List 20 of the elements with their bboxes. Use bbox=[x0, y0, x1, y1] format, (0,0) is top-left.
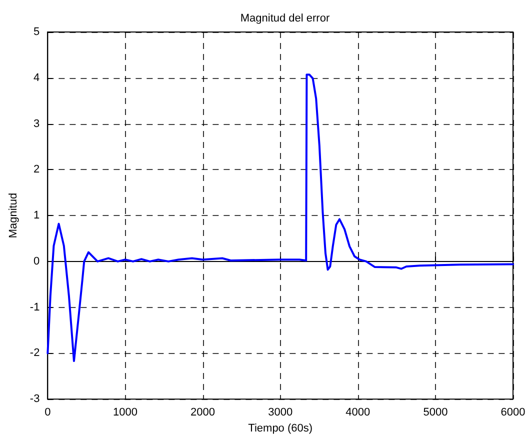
y-tick-label: -3 bbox=[30, 393, 40, 406]
y-tick-label: -2 bbox=[30, 347, 40, 360]
x-tick-label: 2000 bbox=[190, 406, 216, 419]
x-tick-label: 5000 bbox=[423, 406, 448, 419]
y-tick-label: 1 bbox=[34, 210, 40, 222]
x-tick-label: 1000 bbox=[112, 406, 138, 419]
line-series bbox=[46, 74, 514, 362]
y-tick-label: 5 bbox=[34, 26, 40, 38]
y-tick-label: 0 bbox=[34, 255, 40, 268]
y-axis-title: Magnitud bbox=[8, 192, 20, 238]
y-tick-label: 3 bbox=[34, 118, 40, 130]
x-tick-label: 3000 bbox=[268, 406, 293, 419]
x-tick-label: 4000 bbox=[346, 406, 370, 419]
y-tick-label: -1 bbox=[30, 301, 40, 314]
x-axis-title: Tiempo (60s) bbox=[248, 422, 313, 434]
y-tick-label: 4 bbox=[34, 72, 40, 84]
x-tick-label: 0 bbox=[44, 406, 51, 419]
chart-title: Magnitud del error bbox=[240, 12, 330, 24]
y-tick-label: 2 bbox=[34, 164, 40, 176]
x-tick-label: 6000 bbox=[500, 406, 526, 419]
